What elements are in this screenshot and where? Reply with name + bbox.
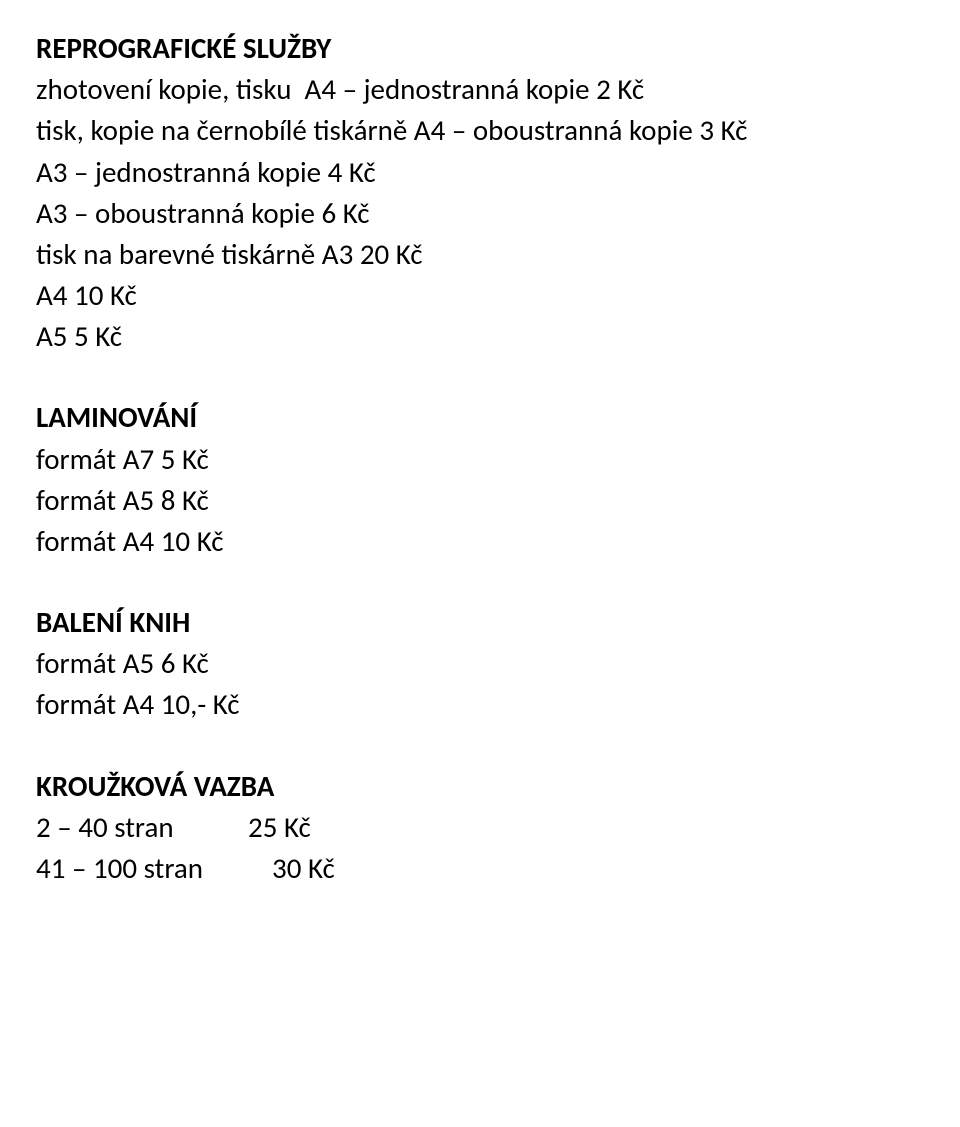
ring-row-1-price: 25 Kč: [248, 807, 311, 848]
heading-laminating: LAMINOVÁNÍ: [36, 397, 924, 438]
repro-line-2: tisk, kopie na černobílé tiskárně A4 – o…: [36, 110, 924, 151]
heading-reprographic: REPROGRAFICKÉ SLUŽBY: [36, 28, 924, 69]
repro-line-5: tisk na barevné tiskárně A3 20 Kč: [36, 234, 924, 275]
ring-row-2-price: 30 Kč: [272, 848, 335, 889]
ring-row-2-label: 41 – 100 stran: [36, 848, 272, 889]
heading-book-wrapping: BALENÍ KNIH: [36, 602, 924, 643]
laminate-line-2: formát A5 8 Kč: [36, 480, 924, 521]
section-reprographic: REPROGRAFICKÉ SLUŽBY zhotovení kopie, ti…: [36, 28, 924, 357]
section-ring-binding: KROUŽKOVÁ VAZBA 2 – 40 stran 25 Kč 41 – …: [36, 766, 924, 890]
laminate-line-1: formát A7 5 Kč: [36, 439, 924, 480]
ring-row-2: 41 – 100 stran 30 Kč: [36, 848, 924, 889]
ring-row-1: 2 – 40 stran 25 Kč: [36, 807, 924, 848]
laminate-line-3: formát A4 10 Kč: [36, 521, 924, 562]
binding-line-1: formát A5 6 Kč: [36, 643, 924, 684]
repro-line-6: A4 10 Kč: [36, 275, 924, 316]
repro-line-3: A3 – jednostranná kopie 4 Kč: [36, 152, 924, 193]
heading-ring-binding: KROUŽKOVÁ VAZBA: [36, 766, 924, 807]
ring-row-1-label: 2 – 40 stran: [36, 807, 248, 848]
repro-line-7: A5 5 Kč: [36, 316, 924, 357]
repro-line-4: A3 – oboustranná kopie 6 Kč: [36, 193, 924, 234]
section-laminating: LAMINOVÁNÍ formát A7 5 Kč formát A5 8 Kč…: [36, 397, 924, 562]
section-book-wrapping: BALENÍ KNIH formát A5 6 Kč formát A4 10,…: [36, 602, 924, 726]
repro-line-1: zhotovení kopie, tisku A4 – jednostranná…: [36, 69, 924, 110]
binding-line-2: formát A4 10,- Kč: [36, 684, 924, 725]
